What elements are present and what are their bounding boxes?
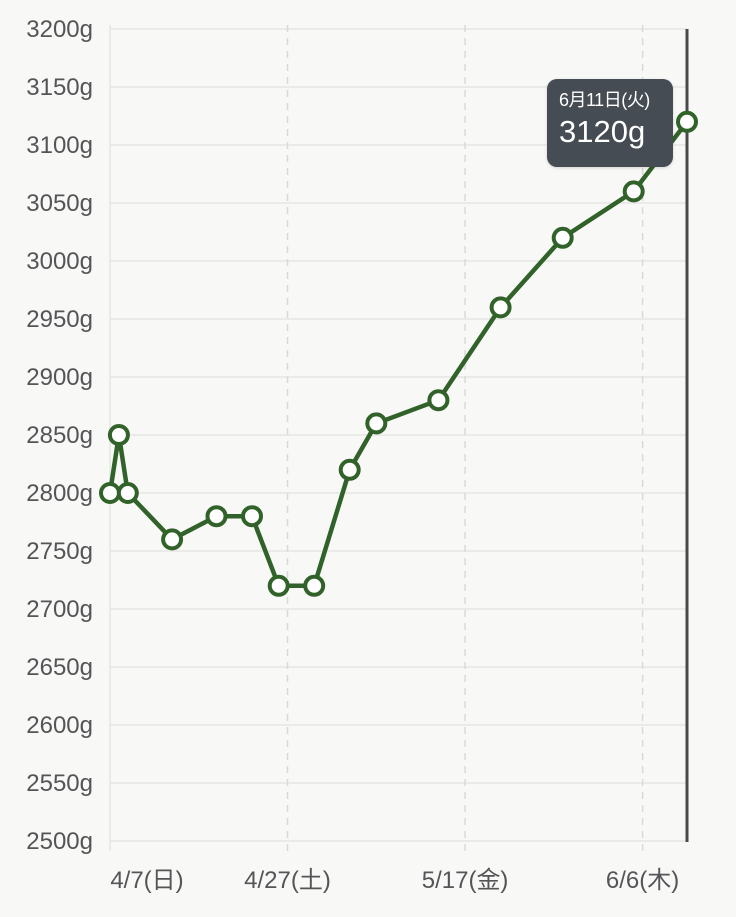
y-axis-label: 3200g [26, 16, 93, 43]
data-point-marker[interactable] [303, 574, 326, 597]
data-point-marker[interactable] [365, 412, 388, 435]
data-point-marker[interactable] [622, 180, 645, 203]
data-point-marker[interactable] [489, 296, 512, 319]
data-point-marker[interactable] [427, 389, 450, 412]
y-axis-label: 3150g [26, 74, 93, 101]
y-axis-label: 2600g [26, 712, 93, 739]
y-axis-label: 3100g [26, 132, 93, 159]
x-axis-label: 4/27(土) [244, 867, 331, 894]
selected-point-tooltip: 6月11日(火) 3120g [547, 79, 673, 167]
y-axis-label: 2900g [26, 364, 93, 391]
data-point-marker[interactable] [676, 110, 698, 133]
data-point-marker[interactable] [338, 458, 361, 481]
x-axis-label: 6/6(木) [606, 867, 679, 894]
y-axis-label: 2500g [26, 828, 93, 855]
y-axis-label: 2650g [26, 654, 93, 681]
tooltip-date-label: 6月11日(火) [559, 90, 650, 110]
tooltip-value-label: 3120g [559, 113, 646, 149]
x-axis-label: 5/17(金) [422, 867, 509, 894]
data-point-marker[interactable] [551, 226, 574, 249]
data-point-marker[interactable] [161, 528, 184, 551]
data-point-marker[interactable] [267, 574, 290, 597]
data-point-marker[interactable] [116, 482, 139, 504]
weight-line [107, 119, 690, 589]
y-axis-label: 2800g [26, 480, 93, 507]
x-axis-label: 4/7(日) [110, 867, 183, 894]
data-point-marker[interactable] [107, 424, 130, 446]
y-axis-label: 2550g [26, 770, 93, 797]
data-point-marker[interactable] [205, 505, 228, 528]
y-axis-label: 2750g [26, 538, 93, 565]
y-axis-label: 2700g [26, 596, 93, 623]
y-axis-label: 2850g [26, 422, 93, 449]
data-point-marker[interactable] [99, 482, 121, 504]
y-axis-label: 2950g [26, 306, 93, 333]
y-axis-label: 3050g [26, 190, 93, 217]
y-axis-label: 3000g [26, 248, 93, 275]
data-point-marker[interactable] [241, 505, 263, 528]
